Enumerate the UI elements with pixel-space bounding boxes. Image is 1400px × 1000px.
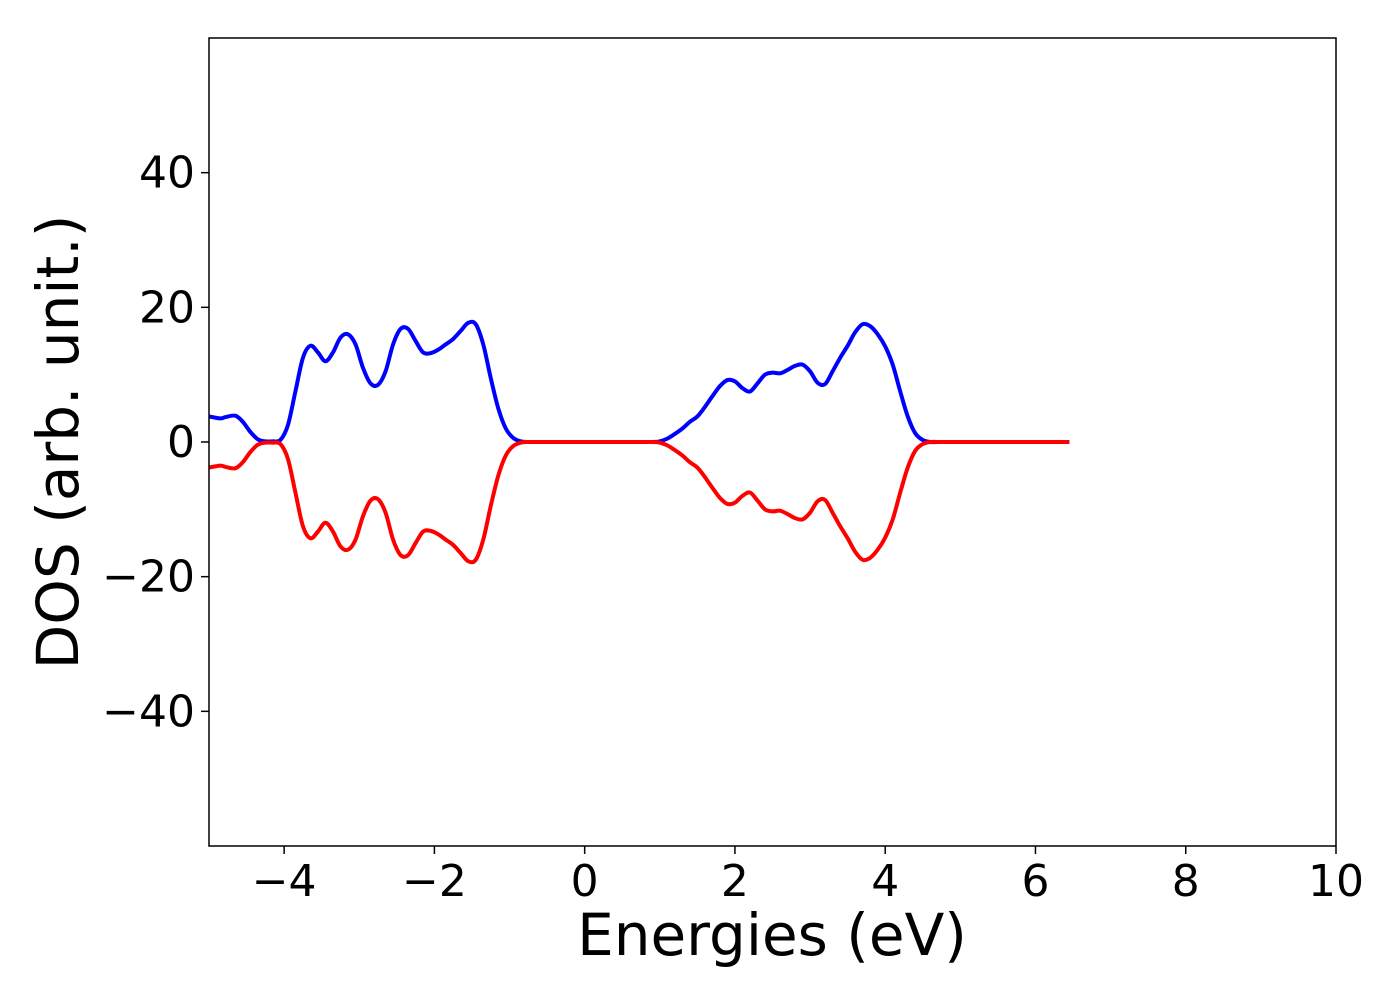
plot-area — [209, 38, 1336, 846]
x-tick-label: 8 — [1172, 856, 1200, 907]
x-axis-title: Energies (eV) — [577, 901, 967, 969]
x-tick-label: 10 — [1308, 856, 1364, 907]
series-layer — [209, 319, 1070, 565]
x-tick-label: 6 — [1021, 856, 1049, 907]
series-line-2 — [209, 439, 1070, 565]
x-tick-label: 4 — [871, 856, 899, 907]
y-tick-label: −20 — [102, 552, 195, 603]
x-tick-label: 2 — [721, 856, 749, 907]
x-axis: −4 −2 0 2 4 6 8 10 — [252, 846, 1364, 907]
y-tick-label: 20 — [139, 282, 195, 333]
y-axis: −40 −20 0 20 40 — [102, 148, 209, 737]
x-tick-label: −2 — [402, 856, 467, 907]
y-tick-label: 40 — [139, 148, 195, 199]
y-tick-label: 0 — [167, 417, 195, 468]
x-tick-label: 0 — [571, 856, 599, 907]
y-tick-label: −40 — [102, 686, 195, 737]
y-axis-title: DOS (arb. unit.) — [24, 215, 92, 670]
x-tick-label: −4 — [252, 856, 317, 907]
